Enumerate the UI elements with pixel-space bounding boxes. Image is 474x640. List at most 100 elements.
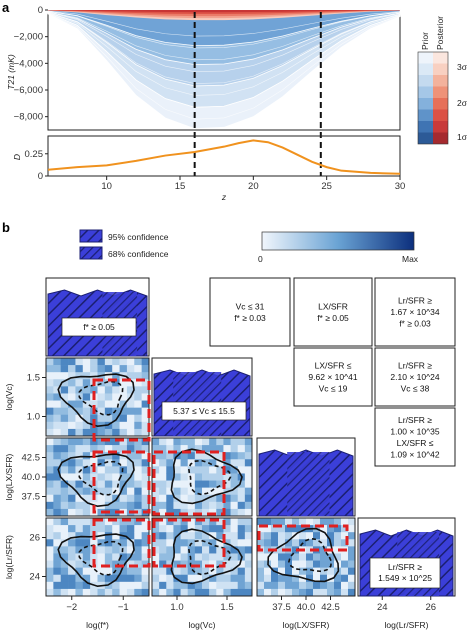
heatmap-r3c2-cell: [306, 567, 314, 576]
heatmap-r1c0-cell: [97, 358, 106, 366]
constraint-text: Vc ≤ 31: [236, 301, 265, 311]
heatmap-r3c1-cell: [237, 567, 246, 576]
heatmap-r3c0-cell: [119, 574, 128, 583]
heatmap-r3c1-cell: [187, 546, 196, 554]
heatmap-r1c0-cell: [82, 365, 91, 373]
heatmap-r3c1-cell: [237, 560, 246, 568]
heatmap-r3c1-cell: [173, 588, 181, 597]
colorbar-posterior-swatch: [433, 63, 448, 75]
heatmap-r3c1-cell: [180, 525, 189, 533]
heatmap-r1c0-cell: [126, 386, 135, 394]
heatmap-r3c0-cell: [82, 539, 91, 547]
heatmap-r2c0-cell: [46, 487, 54, 496]
heatmap-r2c1-cell: [180, 473, 189, 481]
heatmap-r3c2-cell: [313, 560, 321, 568]
heatmap-r3c0-cell: [141, 539, 150, 547]
heatmap-r2c1-cell: [173, 487, 181, 496]
panel-b-label: b: [2, 220, 10, 235]
heatmap-r2c1-cell: [216, 487, 224, 496]
heatmap-r3c1-cell: [173, 560, 181, 568]
heatmap-r3c0-cell: [46, 553, 54, 561]
heatmap-r3c1-cell: [152, 567, 160, 576]
heatmap-r2c0-cell: [126, 445, 135, 453]
panel-a-label: a: [2, 0, 10, 15]
heatmap-r2c0-cell: [141, 473, 150, 481]
heatmap-r3c1-cell: [152, 518, 160, 526]
heatmap-r2c0-cell: [112, 452, 120, 460]
heatmap-r1c0-cell: [90, 414, 98, 423]
heatmap-r3c0-cell: [75, 560, 84, 568]
contour-68: [187, 539, 232, 576]
heatmap-r2c1-cell: [152, 473, 160, 481]
annot-box-lr: [369, 557, 441, 589]
heatmap-r3c0-cell: [97, 518, 106, 526]
constraint-text: f* ≥ 0.03: [399, 319, 431, 329]
heatmap-r2c0-cell: [104, 445, 113, 453]
diagonal-annotations: f* ≥ 0.05 5.37 ≤ Vc ≤ 15.5 Lr/SFR ≥1.549…: [61, 317, 441, 589]
heatmap-r3c0-cell: [75, 532, 84, 540]
heatmap-r2c0-cell: [119, 487, 128, 496]
heatmap-r2c0-cell: [126, 494, 135, 503]
heatmap-r2c0-cell: [112, 480, 120, 488]
heatmap-r2c0-cell: [53, 508, 62, 517]
heatmap-r1c0-cell: [134, 414, 142, 423]
heatmap-r3c2-cell: [348, 581, 356, 590]
heatmap-r3c2-cell: [348, 574, 356, 583]
heatmap-r3c0-cell: [141, 553, 150, 561]
heatmap-r3c0-cell: [126, 518, 135, 526]
heatmap-r3c2-cell: [327, 567, 335, 576]
heatmap-r3c1-cell: [244, 588, 253, 597]
heatmap-r3c2-cell: [313, 539, 321, 547]
heatmap-r3c1-cell: [209, 581, 217, 590]
heatmap-r2c0-cell: [75, 452, 84, 460]
heatmap-r3c2-cell: [348, 546, 356, 554]
heatmap-r3c0-cell: [112, 525, 120, 533]
heatmap-r2c0-cell: [68, 480, 76, 488]
contour-68: [78, 380, 124, 416]
heatmap-r2c0-cell: [60, 508, 69, 517]
heatmap-r3c2-cell: [313, 518, 321, 526]
heatmap-r2c1-cell: [216, 445, 224, 453]
heatmap-r3c2-cell: [299, 553, 307, 561]
heatmap-r2c1-cell: [187, 508, 196, 517]
heatmap-r1c0-cell: [112, 372, 120, 380]
heatmap-r3c1-cell: [180, 532, 189, 540]
heatmap-r3c0-cell: [75, 574, 84, 583]
heatmap-r2c1-cell: [237, 459, 246, 467]
heatmap-r3c2-cell: [257, 574, 265, 583]
heatmap-r1c0-cell: [75, 400, 84, 408]
heatmap-r3c0-cell: [97, 539, 106, 547]
heatmap-r3c0-cell: [82, 546, 91, 554]
heatmap-r3c1-cell: [166, 525, 174, 533]
heatmap-r2c0-cell: [104, 501, 113, 510]
heatmap-r3c2-cell: [299, 525, 307, 533]
heatmap-r3c1-cell: [202, 539, 210, 547]
heatmap-r2c1-cell: [159, 445, 167, 453]
x-tick-label: 37.5: [272, 602, 291, 613]
heatmap-r3c1-frame: [151, 517, 253, 597]
hist-lx-68: [287, 452, 330, 516]
heatmap-r2c0-cell: [97, 466, 106, 474]
heatmap-r3c2-cell: [320, 581, 328, 590]
x-tick-label: 10: [101, 181, 112, 192]
heatmap-r1c0-cell: [60, 372, 69, 380]
heatmap-r3c1-cell: [180, 581, 189, 590]
annot-vc: 5.37 ≤ Vc ≤ 15.5: [173, 406, 235, 416]
heatmap-r2c0-cell: [46, 501, 54, 510]
heatmap-r2c1-cell: [166, 445, 174, 453]
heatmap-r3c2-cell: [257, 553, 265, 561]
heatmap-r2c0-cell: [75, 459, 84, 467]
x-axis-label: log(Vc): [189, 620, 216, 630]
heatmap-r3c0-cell: [53, 518, 62, 526]
heatmap-r2c0-cell: [134, 480, 142, 488]
heatmap-r3c1-cell: [230, 553, 239, 561]
heatmap-r3c1-cell: [180, 546, 189, 554]
heatmap-r3c1-cell: [194, 532, 203, 540]
panel-a-main-axes: 0 −2,000 −4,000 −6,000 −8,000 T21 (mK): [6, 5, 401, 176]
y-tick-label: 42.5: [22, 453, 41, 464]
heatmap-r1c0-cell: [68, 386, 76, 394]
heatmap-r3c1-cell: [159, 567, 167, 576]
heatmap-r2c1-cell: [202, 452, 210, 460]
heatmap-r1c0-cell: [126, 358, 135, 366]
